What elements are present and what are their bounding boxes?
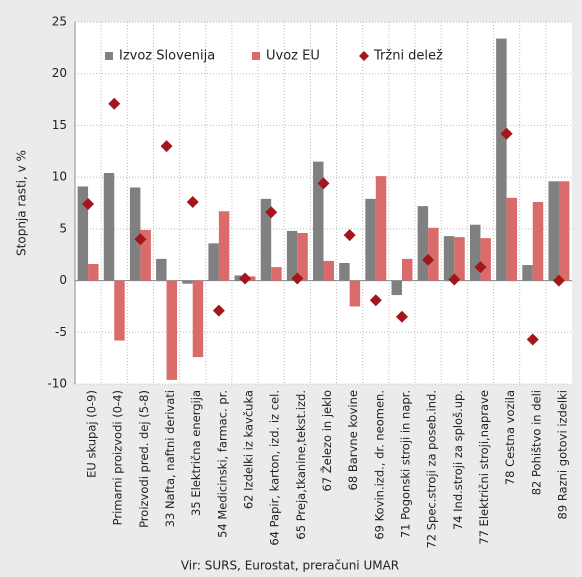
x-tick-label: Primarni proizvodi (0-4) — [111, 390, 125, 525]
bar — [156, 258, 167, 281]
bar — [417, 206, 429, 281]
diamond-marker — [134, 233, 147, 246]
x-tick-label: 72 Spec.stroji za poseb.ind. — [425, 390, 439, 549]
x-tick-label: EU skupaj (0-9) — [85, 390, 99, 478]
x-tick-label: 62 Izdelki iz kavčuka — [242, 390, 256, 509]
bar — [469, 224, 481, 281]
y-tick-label: 15 — [52, 118, 67, 132]
x-tick-label: 68 Barvne kovine — [346, 390, 360, 490]
bar — [88, 264, 99, 281]
bar — [558, 181, 570, 281]
y-tick-label: 5 — [59, 221, 67, 235]
diamond-marker — [239, 272, 252, 285]
x-tick-label: 67 Železo in jeklo — [319, 390, 334, 492]
bar — [129, 187, 141, 281]
diamond-marker — [474, 261, 487, 274]
y-tick-label: 0 — [59, 273, 67, 287]
y-tick-label: -5 — [55, 325, 67, 339]
diamond-marker — [343, 229, 356, 242]
diamond-marker — [212, 304, 225, 317]
bar — [166, 280, 178, 380]
legend-swatch — [252, 52, 260, 60]
x-tick-label: 77 Električni stroji,naprave — [477, 390, 491, 545]
y-tick-label: -10 — [47, 377, 67, 391]
bar — [349, 280, 361, 307]
diamond-marker — [369, 294, 382, 307]
diamond-marker — [500, 127, 513, 140]
legend-swatch — [359, 51, 369, 61]
bar — [103, 173, 115, 281]
x-tick-label: Proizvodi pred. dej (5-8) — [137, 390, 151, 528]
diamond-marker — [552, 274, 565, 287]
bar — [532, 201, 544, 281]
diamond-marker — [265, 206, 278, 219]
diamond-marker — [395, 310, 408, 323]
x-tick-label: 64 Papir, karton, izd. iz cel. — [268, 390, 282, 546]
bar — [192, 280, 204, 358]
y-axis-label: Stopnja rasti, v % — [15, 150, 29, 256]
legend-label: Tržni delež — [373, 49, 443, 64]
bar — [443, 236, 455, 281]
x-tick-label: 69 Kovin.izd., dr. neomen. — [372, 390, 386, 540]
bar — [375, 176, 387, 281]
diamond-marker — [526, 333, 539, 346]
bar — [428, 227, 439, 281]
x-tick-label: 82 Pohištvo in deli — [529, 390, 543, 495]
diamond-marker — [448, 273, 461, 286]
bar — [218, 211, 230, 281]
y-tick-label: 20 — [52, 66, 67, 80]
bar — [286, 230, 298, 281]
bar — [114, 280, 125, 341]
diamond-marker — [291, 272, 304, 285]
x-tick-label: 89 Razni gotovi izdelki — [555, 390, 569, 519]
diamond-marker — [422, 253, 435, 266]
x-tick-label: 74 Ind.stroji za sploš.up. — [451, 390, 465, 530]
y-tick-label: 10 — [52, 170, 67, 184]
y-tick-label: 25 — [52, 15, 67, 29]
bar — [506, 197, 518, 281]
diamond-marker — [108, 97, 121, 110]
diamond-marker — [160, 140, 173, 153]
bar — [313, 161, 324, 281]
legend-label: Izvoz Slovenija — [119, 49, 215, 64]
bar — [522, 265, 533, 281]
legend-swatch — [105, 52, 113, 60]
bar — [454, 237, 465, 281]
bar — [140, 229, 151, 281]
diamond-marker — [186, 195, 199, 208]
x-tick-label: 65 Preja,tkanine,tekst.izd. — [294, 390, 308, 540]
bar — [208, 243, 219, 281]
x-tick-label: 33 Nafta, naftni derivati — [163, 390, 177, 527]
bar — [548, 181, 559, 281]
source: Vir: SURS, Eurostat, preračuni UMAR — [181, 559, 399, 573]
bar — [297, 232, 308, 281]
x-tick-label: 35 Električna energija — [189, 390, 203, 516]
bar — [182, 280, 193, 284]
x-tick-label: 78 Cestna vozila — [503, 390, 517, 485]
diamond-marker — [317, 177, 330, 190]
bar — [260, 198, 272, 281]
diamond-marker — [82, 198, 95, 211]
x-tick-label: 71 Pogonski stroji in napr. — [398, 390, 412, 538]
bar — [401, 258, 413, 281]
bar — [323, 260, 334, 281]
bar — [496, 38, 507, 281]
x-tick-label: 54 Medicinski, farmac. pr. — [215, 390, 229, 538]
bar — [339, 262, 350, 281]
bar — [391, 280, 402, 296]
bar — [480, 238, 491, 281]
bar — [77, 186, 89, 281]
legend-label: Uvoz EU — [266, 49, 320, 64]
bar — [271, 267, 282, 281]
bar — [365, 198, 376, 281]
